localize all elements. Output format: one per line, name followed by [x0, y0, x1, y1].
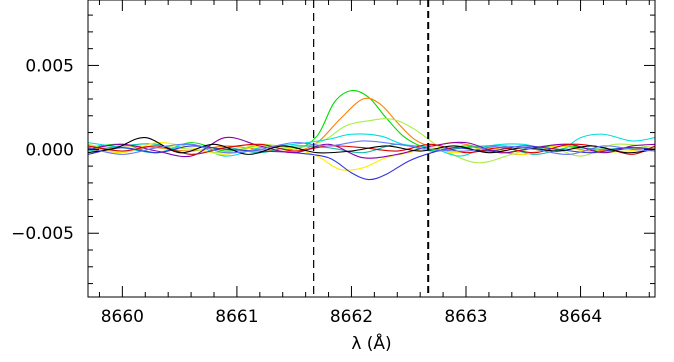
x-tick-label: 8663 [444, 307, 487, 327]
axis-ticks [88, 0, 655, 297]
tick-labels: 8660 8661 8662 8663 8664 −0.005 0.000 0.005 [11, 56, 602, 327]
x-tick-label: 8661 [215, 307, 258, 327]
series-line-9 [88, 143, 655, 155]
y-tick-label: 0.005 [25, 56, 74, 76]
x-tick-label: 8664 [559, 307, 602, 327]
series-line-10 [88, 137, 655, 155]
y-tick-label: 0.000 [25, 140, 74, 160]
series-line-1 [88, 89, 655, 154]
y-tick-label: −0.005 [11, 224, 74, 244]
series-line-11 [88, 140, 655, 155]
series-line-6 [88, 141, 655, 171]
x-tick-label: 8662 [330, 307, 373, 327]
series-line-7 [88, 145, 655, 181]
plot-frame [87, 0, 656, 298]
x-tick-label: 8660 [101, 307, 144, 327]
x-axis-title: λ (Å) [351, 332, 391, 354]
reference-lines [313, 0, 430, 297]
series-lines [88, 89, 655, 181]
